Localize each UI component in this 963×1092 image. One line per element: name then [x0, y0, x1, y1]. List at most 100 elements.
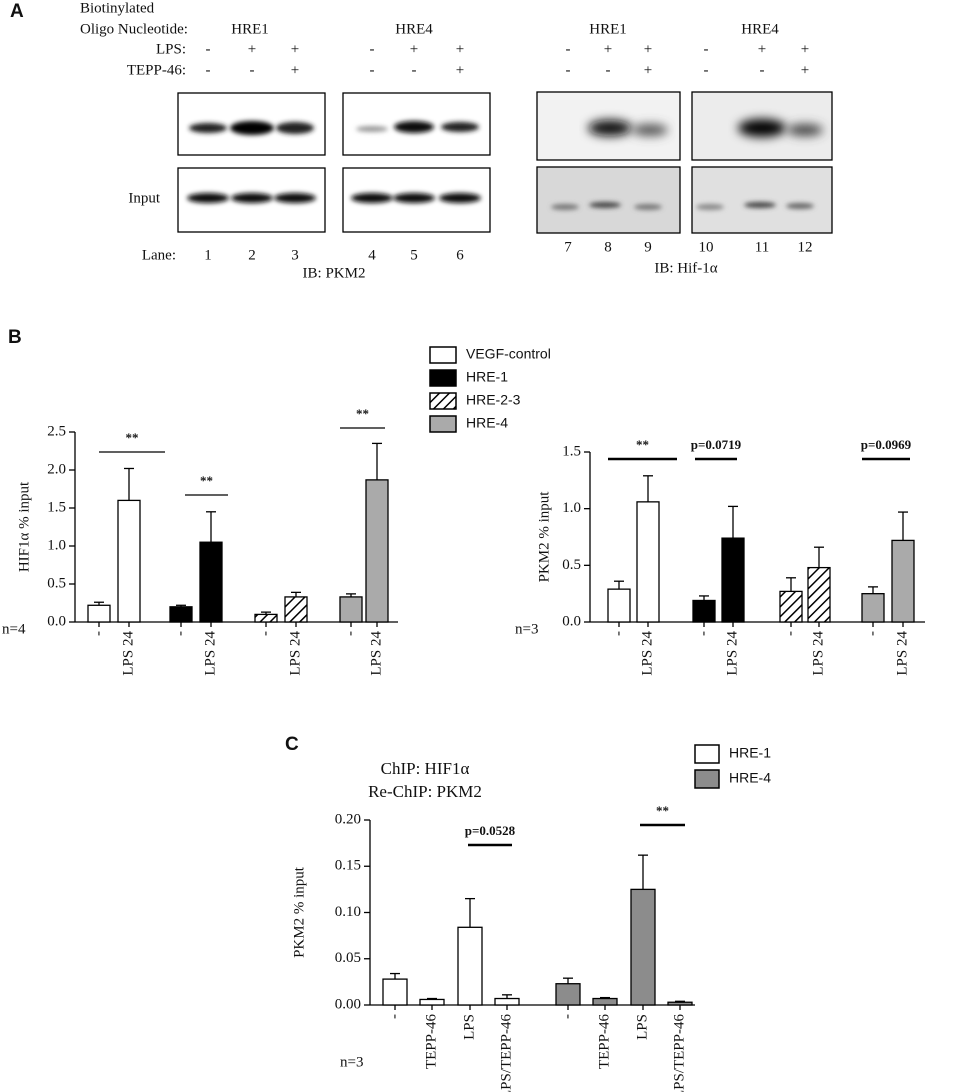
tepp-sign: -	[704, 62, 709, 78]
x-tick-label: TEPP-46	[596, 1014, 612, 1070]
x-tick-label: -	[257, 631, 273, 636]
bands	[187, 119, 823, 210]
bar	[199, 541, 223, 623]
legend-swatch	[429, 369, 457, 387]
oligo-label: HRE1	[231, 21, 269, 37]
panel-label: C	[285, 734, 299, 755]
x-tick-label: LPS	[461, 1014, 477, 1040]
lps-sign: -	[370, 41, 375, 57]
lps-sign: +	[801, 41, 809, 57]
oligo-label: HRE4	[395, 21, 433, 37]
lane-number: 4	[368, 247, 376, 263]
legend-label: HRE-4	[466, 415, 508, 431]
bar	[339, 596, 363, 623]
x-tick-label: LPS 24	[639, 631, 655, 676]
x-tick-label: LPS 24	[894, 631, 910, 676]
significance-label: p=0.0719	[691, 437, 742, 452]
legend-swatch	[429, 392, 457, 410]
ib-label: IB: Hif-1α	[654, 260, 717, 276]
y-tick-label: 1.5	[562, 443, 581, 459]
lps-sign: +	[644, 41, 652, 57]
bar	[494, 997, 520, 1006]
x-tick-label: -	[386, 1014, 402, 1019]
y-tick-label: 0.20	[335, 811, 361, 827]
bar	[630, 888, 656, 1006]
significance-label: p=0.0969	[861, 437, 912, 452]
y-axis-label: PKM2 % input	[291, 866, 307, 958]
tepp-sign: -	[412, 62, 417, 78]
x-tick-label: -	[695, 631, 711, 636]
bar	[284, 596, 308, 623]
lane-number: 8	[604, 239, 612, 255]
lane-number: 9	[644, 239, 652, 255]
oligo-label: HRE4	[741, 21, 779, 37]
x-tick-label: -	[342, 631, 358, 636]
x-tick-label: LPS 24	[287, 631, 303, 676]
tepp-sign: +	[456, 62, 464, 78]
x-tick-label: LPS	[634, 1014, 650, 1040]
significance-label: **	[200, 473, 213, 488]
row-label: Lane:	[142, 247, 176, 263]
tepp-sign: -	[250, 62, 255, 78]
legend-swatch	[429, 415, 457, 433]
x-tick-label: -	[610, 631, 626, 636]
blot	[691, 166, 833, 234]
legend-label: HRE-2-3	[466, 392, 521, 408]
lps-sign: -	[206, 41, 211, 57]
legend-swatch	[694, 744, 720, 764]
legend-label: VEGF-control	[466, 346, 551, 362]
tepp-sign: -	[370, 62, 375, 78]
bar	[117, 499, 141, 623]
y-tick-label: 0.5	[47, 575, 66, 591]
y-tick-label: 0.0	[47, 613, 66, 629]
tepp-sign: +	[644, 62, 652, 78]
lps-sign: -	[566, 41, 571, 57]
bar	[891, 539, 915, 623]
legend-label: HRE-4	[729, 770, 771, 786]
x-tick-label: LPS 24	[120, 631, 136, 676]
lps-sign: +	[410, 41, 418, 57]
lps-sign: +	[456, 41, 464, 57]
legend-swatch	[429, 346, 457, 364]
bar	[87, 604, 111, 623]
row-label: Input	[128, 190, 160, 206]
y-tick-label: 2.0	[47, 461, 66, 477]
y-tick-label: 0.10	[335, 904, 361, 920]
tepp-sign: +	[291, 62, 299, 78]
tepp-sign: -	[566, 62, 571, 78]
tepp-sign: -	[206, 62, 211, 78]
chart-title: ChIP: HIF1α	[381, 759, 470, 778]
y-tick-label: 1.0	[47, 537, 66, 553]
lane-number: 3	[291, 247, 299, 263]
x-tick-label: LPS 24	[368, 631, 384, 676]
lane-number: 10	[699, 239, 714, 255]
bar	[779, 590, 803, 623]
significance-label: **	[126, 430, 139, 445]
y-tick-label: 0.15	[335, 858, 361, 874]
x-tick-label: LPS 24	[724, 631, 740, 676]
x-tick-label: -	[864, 631, 880, 636]
x-tick-label: LPS/TEPP-46	[671, 1014, 687, 1092]
bar	[721, 537, 745, 623]
x-tick-label: -	[90, 631, 106, 636]
legend-swatch	[694, 769, 720, 789]
tepp-sign: -	[760, 62, 765, 78]
x-tick-label: TEPP-46	[423, 1014, 439, 1070]
panel-label: A	[10, 1, 24, 22]
ib-label: IB: PKM2	[303, 265, 366, 281]
tepp-sign: +	[801, 62, 809, 78]
n-label: n=4	[2, 621, 26, 637]
significance-label: **	[636, 437, 649, 452]
lane-number: 6	[456, 247, 464, 263]
y-tick-label: 1.5	[47, 499, 66, 515]
tepp-sign: -	[606, 62, 611, 78]
lps-sign: -	[704, 41, 709, 57]
row-label: TEPP-46:	[127, 62, 186, 78]
lps-sign: +	[758, 41, 766, 57]
bar	[555, 983, 581, 1006]
lane-number: 1	[204, 247, 212, 263]
x-tick-label: LPS 24	[810, 631, 826, 676]
lps-sign: +	[291, 41, 299, 57]
header: Biotinylated	[80, 0, 155, 16]
bar	[607, 588, 631, 623]
